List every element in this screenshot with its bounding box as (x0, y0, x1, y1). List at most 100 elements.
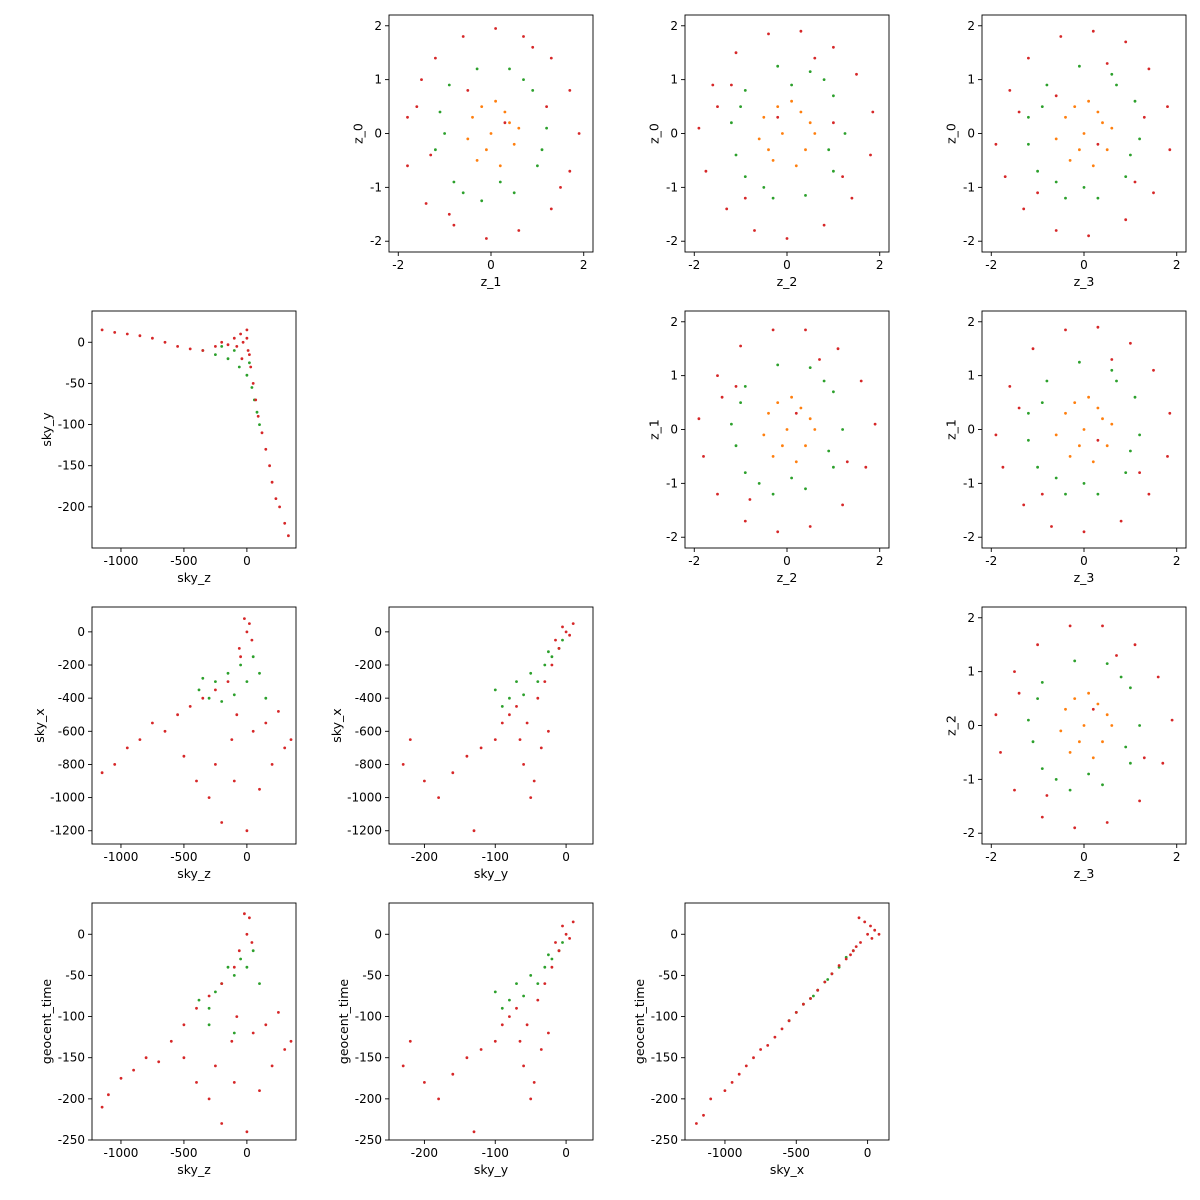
scatter-point (1078, 740, 1081, 744)
subplot-p31: -200 -100 0 -250 -200 -150 -100 -50 0 sky_y geocen… (336, 902, 594, 1177)
scatter-point (785, 428, 789, 431)
series-1 (730, 64, 847, 200)
scatter-point (1105, 713, 1109, 717)
x-tick-label: 0 (783, 554, 791, 568)
scatter-point (716, 374, 719, 377)
scatter-point (1101, 740, 1104, 744)
scatter-point (1003, 175, 1007, 179)
y-tick-label: 0 (374, 927, 382, 941)
scatter-point (539, 746, 543, 750)
scatter-point (1040, 681, 1044, 684)
scatter-point (739, 105, 742, 108)
scatter-point (207, 1023, 211, 1027)
scatter-point (734, 51, 738, 55)
scatter-point (1054, 433, 1058, 437)
scatter-point (1091, 29, 1095, 33)
scatter-point (1133, 395, 1137, 399)
y-tick-label: -250 (355, 1133, 382, 1147)
x-tick-label: -1000 (104, 850, 139, 864)
axes-frame (684, 14, 890, 253)
scatter-point (1054, 778, 1058, 781)
scatter-point (119, 1076, 123, 1080)
x-tick-label: 0 (562, 850, 570, 864)
scatter-point (1064, 328, 1067, 332)
scatter-point (1082, 724, 1086, 727)
scatter-point (1105, 62, 1109, 65)
scatter-point (1105, 821, 1109, 824)
scatter-point (438, 110, 442, 114)
subplot-p30: -1000 -500 0-250-200-150-100-500sky_zgeoce… (39, 902, 297, 1177)
x-tick-label: 2 (580, 258, 588, 272)
scatter-point (518, 1039, 522, 1043)
series-2 (1054, 395, 1114, 464)
scatter-point (776, 363, 780, 367)
scatter-point (245, 965, 249, 969)
scatter-point (866, 932, 869, 936)
scatter-point (1087, 395, 1090, 399)
scatter-point (762, 186, 766, 189)
scatter-point (278, 505, 281, 509)
scatter-point (220, 1122, 224, 1125)
scatter-point (787, 1019, 791, 1023)
y-tick-label: -50 (362, 968, 382, 982)
scatter-point (1133, 643, 1137, 647)
x-tick-label: 0 (243, 850, 251, 864)
scatter-point (743, 89, 747, 92)
x-tick-label: -1000 (104, 554, 139, 568)
scatter-point (517, 126, 521, 130)
y-tick-label: -200 (651, 1092, 678, 1106)
scatter-point (859, 379, 863, 383)
scatter-point (855, 72, 858, 76)
subplot-p21: -200 -100 0-1200-1000-800-600-400-2000sky_… (329, 606, 594, 881)
y-tick-label: 0 (77, 927, 85, 941)
scatter-point (837, 964, 841, 967)
scatter-point (1124, 745, 1128, 749)
subplot-p12: -2 0 2 -2 -1 0 1 2 z_2 z_1 (647, 310, 890, 585)
y-tick-label: 2 (670, 315, 678, 329)
scatter-point (716, 492, 719, 496)
scatter-point (472, 829, 476, 833)
series-2 (1054, 99, 1114, 168)
scatter-point (780, 1027, 784, 1031)
scatter-point (1082, 428, 1086, 431)
scatter-point (550, 655, 554, 659)
scatter-point (113, 763, 117, 766)
scatter-point (1087, 234, 1090, 238)
scatter-point (100, 771, 104, 775)
scatter-point (254, 398, 258, 402)
scatter-point (214, 990, 217, 994)
y-tick-label: -1000 (347, 791, 382, 805)
scatter-point (757, 137, 761, 141)
scatter-point (251, 1031, 255, 1035)
scatter-point (809, 997, 812, 1000)
scatter-point (251, 729, 255, 733)
scatter-point (235, 345, 239, 348)
y-tick-label: -1 (370, 180, 382, 194)
scatter-point (1068, 455, 1072, 458)
x-axis-label: z_3 (1074, 274, 1095, 289)
y-tick-label: 0 (670, 927, 678, 941)
scatter-point (230, 1039, 234, 1043)
scatter-point (420, 78, 423, 81)
scatter-point (695, 1122, 698, 1125)
scatter-point (232, 1081, 236, 1084)
subplot-p02: -2 0 2 -2 -1 0 1 2 z_2 z_0 (647, 14, 890, 289)
scatter-point (1059, 729, 1063, 733)
x-axis-label: z_3 (1074, 866, 1095, 881)
scatter-point (493, 1039, 497, 1043)
scatter-point (1054, 229, 1058, 232)
scatter-point (773, 1035, 777, 1039)
scatter-point (169, 1039, 173, 1043)
scatter-point (471, 115, 474, 119)
scatter-point (547, 729, 550, 733)
scatter-point (500, 705, 504, 708)
scatter-point (508, 67, 511, 71)
scatter-point (241, 340, 245, 344)
scatter-point (561, 924, 564, 928)
scatter-point (762, 115, 766, 119)
axes-frame (388, 902, 594, 1141)
scatter-point (1115, 83, 1118, 87)
scatter-point (493, 738, 497, 741)
scatter-point (466, 89, 470, 92)
